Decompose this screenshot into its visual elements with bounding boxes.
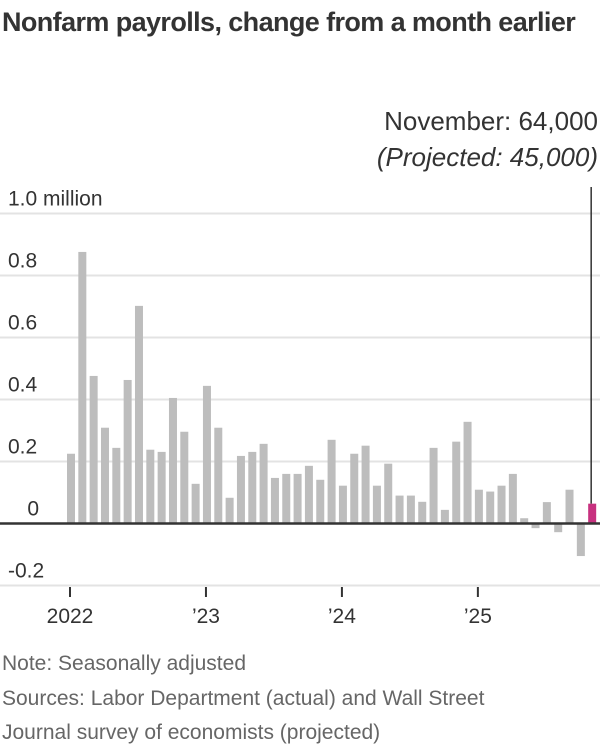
bar-chart: -0.2 0 0.2 0.4 0.6 0.8 1.0 million 2022 ’23 ’24 ’… — [0, 187, 600, 628]
bar — [463, 421, 472, 524]
bar — [191, 483, 200, 524]
bar — [440, 509, 449, 524]
bar — [304, 465, 313, 524]
bar — [508, 473, 517, 524]
bar — [452, 441, 461, 524]
bar — [372, 485, 381, 524]
y-tick-label: 1.0 million — [8, 188, 103, 211]
bar — [259, 443, 268, 524]
y-tick-label: 0.4 — [8, 374, 38, 397]
footnote-note: Note: Seasonally adjusted — [2, 652, 246, 675]
x-tick-label: ’23 — [192, 605, 220, 628]
bar — [395, 495, 404, 524]
y-tick-label: 0.2 — [8, 436, 37, 459]
bar — [123, 379, 132, 524]
x-axis-ticks: 2022 ’23 ’24 ’25 — [47, 587, 492, 628]
bar — [202, 385, 211, 524]
bar — [542, 502, 551, 524]
bar — [282, 473, 291, 524]
chart-title: Nonfarm payrolls, change from a month ea… — [2, 7, 576, 37]
bar — [361, 445, 370, 524]
bar — [429, 447, 438, 524]
y-tick-label: 0.8 — [8, 250, 37, 273]
bar — [225, 497, 234, 524]
bar — [350, 453, 359, 524]
bar — [270, 477, 279, 524]
annotation-projected: (Projected: 45,000) — [376, 142, 598, 172]
bar — [236, 455, 245, 524]
bar — [214, 427, 223, 524]
bar — [89, 375, 98, 524]
bar — [112, 447, 121, 524]
y-tick-label: 0 — [27, 498, 39, 521]
bar — [146, 449, 155, 524]
x-tick-label: ’25 — [464, 605, 492, 628]
bar — [554, 523, 563, 533]
footnote-sources-cont: Journal survey of economists (projected) — [2, 721, 381, 744]
bar-highlight — [588, 503, 597, 524]
bar — [248, 451, 257, 524]
bar — [100, 427, 109, 524]
x-tick-label: 2022 — [47, 605, 94, 628]
bar — [576, 523, 585, 557]
bar — [520, 518, 529, 524]
bar — [418, 501, 427, 524]
bar — [316, 479, 325, 524]
bar — [134, 305, 143, 524]
bar — [486, 491, 495, 524]
bar — [406, 495, 415, 524]
bar — [384, 463, 393, 524]
bar — [78, 251, 87, 524]
bar — [338, 485, 347, 524]
bars — [67, 251, 597, 557]
bar — [327, 439, 336, 524]
bar — [474, 489, 483, 524]
bar — [157, 451, 166, 524]
bar — [168, 397, 177, 524]
annotation-actual: November: 64,000 — [384, 106, 598, 136]
x-tick-label: ’24 — [328, 605, 356, 628]
y-tick-label: -0.2 — [8, 560, 44, 583]
y-axis-labels: -0.2 0 0.2 0.4 0.6 0.8 1.0 million — [8, 188, 103, 583]
bar — [293, 473, 302, 524]
y-tick-label: 0.6 — [8, 312, 37, 335]
footnote-sources: Sources: Labor Department (actual) and W… — [2, 687, 485, 710]
gridlines — [0, 212, 600, 587]
bar — [565, 489, 574, 524]
bar — [531, 523, 540, 529]
bar — [180, 431, 189, 524]
bar — [497, 485, 506, 524]
bar — [67, 453, 75, 524]
